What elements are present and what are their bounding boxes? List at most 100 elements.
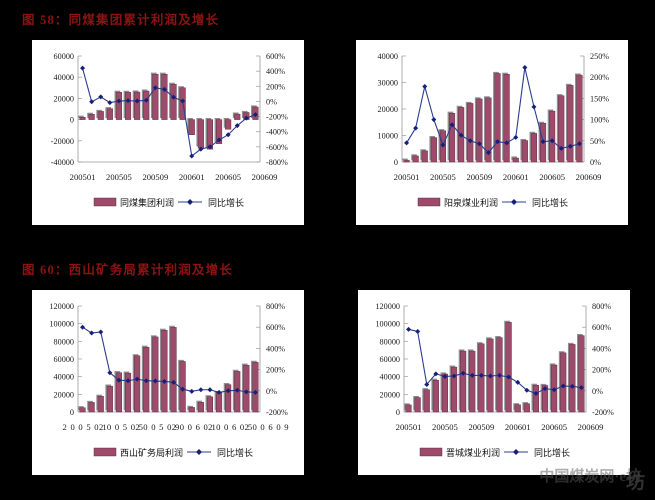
bar [88,114,95,120]
legend-line-marker [196,449,202,455]
bar [412,155,419,163]
x-axis-tick-label: 200509 [468,422,494,432]
y-axis-tick-label: 80000 [380,337,400,346]
bar [558,95,565,163]
line-marker [225,388,231,394]
bar [161,74,168,120]
bar [115,372,122,413]
x-axis-tick-label: 200609 [578,422,604,432]
line-marker [424,381,430,387]
chart-legend: 阳泉煤业利润 同比增长 [417,197,568,208]
bar [421,150,428,163]
y-axis-tick-label: 60000 [54,52,74,61]
bar [216,119,223,144]
x-axis-tick-label: 200609 [576,172,602,182]
line-marker [558,145,564,151]
x-axis-tick-label: 200501 [396,422,422,432]
y-axis-tick-label: 60000 [54,355,74,364]
line-marker [404,140,410,146]
bar [106,385,113,413]
bar [106,108,113,120]
line-marker [171,94,177,100]
line-marker [98,94,104,100]
bar [451,366,458,413]
bar [405,404,412,413]
x-axis-tick-label: 200505 [430,172,456,182]
bar [460,350,467,413]
legend-bar-label: 晋城煤业利润 [446,447,500,458]
y2-axis-tick-label: 600% [266,52,285,61]
chart-panel-58: 60000 40000 20000 0 -20000 -40000 600% 400% 200%… [32,40,304,225]
bar [530,133,537,163]
x-axis-tick-label: 200609 [252,172,278,182]
line-marker [440,142,446,148]
bar [469,350,476,413]
line-marker [531,104,537,110]
line-marker [551,387,557,393]
line-marker [569,383,575,389]
line-marker [252,112,258,118]
line-marker [234,123,240,129]
line-marker [89,99,95,105]
bar [225,384,232,413]
bar [197,119,204,149]
line-marker [497,372,503,378]
line-marker [180,386,186,392]
line-marker [542,386,548,392]
bar [512,157,519,163]
y2-axis-tick-label: 0% [266,97,277,106]
line-marker [225,132,231,138]
line-marker [252,389,258,395]
y2-axis-tick-label: 150% [590,94,609,103]
legend-bar-label: 阳泉煤业利润 [444,197,498,208]
bar [476,98,483,163]
line-marker [180,98,186,104]
line-marker [125,378,131,384]
y-axis-tick-label: -20000 [51,137,74,146]
legend-line-marker [513,449,519,455]
line-marker [98,329,104,335]
bar [523,403,530,413]
legend-bar-swatch [419,447,443,457]
line-marker [189,388,195,394]
line-marker [549,138,555,144]
legend-line-label: 同比增长 [534,447,570,458]
line-marker [143,97,149,103]
x-axis-tick-label: 200505 [432,422,458,432]
bar [576,74,583,163]
legend-bar-label: 西山矿务局利润 [120,447,183,458]
bar-shadow [78,115,84,118]
line-marker [116,98,122,104]
line-marker [469,372,475,378]
legend-line-marker [511,199,517,205]
bar [134,91,141,120]
y2-axis-tick-label: 0% [592,387,603,396]
line-marker [152,378,158,384]
legend-line-marker [187,199,193,205]
line-marker [433,371,439,377]
line-marker [495,139,501,145]
y-axis-tick-label: 100000 [375,320,400,329]
figure-cell-58: 图 58：同煤集团累计利润及增长 [0,0,328,250]
line-marker [134,98,140,104]
y-axis-tick-label: 120000 [49,302,74,311]
line-marker [576,141,582,147]
line-marker [161,86,167,92]
line-marker [243,389,249,395]
x-axis-tick-label: 200605 [215,172,241,182]
y2-axis-tick-label: 100% [590,116,609,125]
line-marker [522,64,528,70]
line-marker [451,373,457,379]
chart-svg: 40000 30000 20000 10000 0 250% 200% 150% 100% 50%… [378,52,610,208]
line-marker [413,125,419,131]
line-marker [560,383,566,389]
line-marker [406,326,412,332]
legend-bar-label: 同煤集团利润 [120,197,174,208]
bar [432,379,439,413]
bar [125,92,132,120]
bar [225,119,232,130]
bar [430,137,437,163]
line-marker [216,389,222,395]
bar [441,373,448,413]
x-axis-tick-label: 200501 [394,172,420,182]
